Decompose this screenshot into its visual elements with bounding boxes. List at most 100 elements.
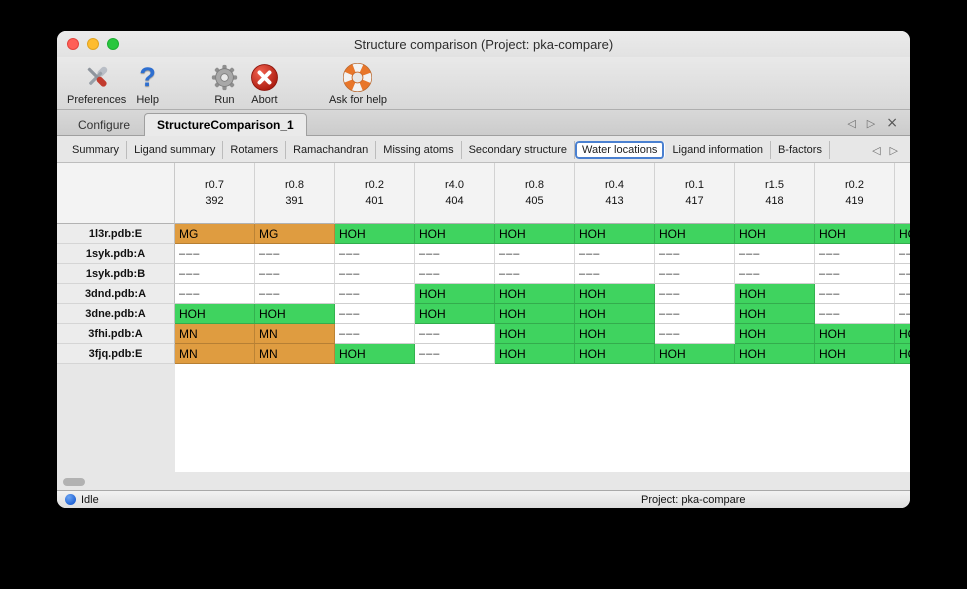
- table-cell[interactable]: HOH: [255, 304, 335, 324]
- abort-button[interactable]: Abort: [248, 59, 281, 108]
- table-cell[interactable]: HOH: [575, 284, 655, 304]
- table-cell[interactable]: –––: [415, 324, 495, 344]
- table-cell[interactable]: MN: [255, 344, 335, 364]
- sub-tab-ramachandran[interactable]: Ramachandran: [286, 141, 377, 159]
- ask-for-help-button[interactable]: Ask for help: [327, 59, 389, 108]
- table-cell[interactable]: –––: [335, 244, 415, 264]
- table-cell[interactable]: –––: [335, 304, 415, 324]
- table-cell[interactable]: HOH: [735, 344, 815, 364]
- table-cell[interactable]: –––: [655, 264, 735, 284]
- table-cell[interactable]: HOH: [735, 324, 815, 344]
- sub-tab-next-arrow-icon[interactable]: ▷: [889, 143, 898, 157]
- minimize-window-button[interactable]: [87, 38, 99, 50]
- sub-tab-rotamers[interactable]: Rotamers: [223, 141, 287, 159]
- table-cell[interactable]: MN: [255, 324, 335, 344]
- table-cell[interactable]: HOH: [335, 344, 415, 364]
- column-header-392[interactable]: r0.7 392: [175, 163, 255, 224]
- table-cell[interactable]: HOH: [495, 304, 575, 324]
- column-header-404[interactable]: r4.0 404: [415, 163, 495, 224]
- sub-tab-b-factors[interactable]: B-factors: [771, 141, 830, 159]
- table-cell[interactable]: –––: [575, 264, 655, 284]
- table-cell[interactable]: HOH: [415, 304, 495, 324]
- row-header[interactable]: 3dne.pdb:A: [57, 304, 175, 324]
- table-cell[interactable]: –––: [655, 324, 735, 344]
- table-cell[interactable]: HOH: [655, 224, 735, 244]
- column-header-413[interactable]: r0.4 413: [575, 163, 655, 224]
- column-header-417[interactable]: r0.1 417: [655, 163, 735, 224]
- sub-tab-summary[interactable]: Summary: [65, 141, 128, 159]
- table-cell[interactable]: MN: [175, 344, 255, 364]
- table-cell[interactable]: –––: [815, 284, 895, 304]
- row-header[interactable]: 1syk.pdb:A: [57, 244, 175, 264]
- titlebar[interactable]: Structure comparison (Project: pka-compa…: [57, 31, 910, 57]
- sub-tab-prev-arrow-icon[interactable]: ◁: [872, 143, 881, 157]
- table-cell[interactable]: –––: [415, 344, 495, 364]
- table-cell[interactable]: –––: [175, 284, 255, 304]
- table-cell[interactable]: –––: [895, 264, 910, 284]
- column-header-391[interactable]: r0.8 391: [255, 163, 335, 224]
- table-cell[interactable]: –––: [175, 264, 255, 284]
- table-cell[interactable]: HOH: [735, 284, 815, 304]
- table-cell[interactable]: –––: [575, 244, 655, 264]
- table-cell[interactable]: HOH: [655, 344, 735, 364]
- table-cell[interactable]: HOH: [815, 324, 895, 344]
- table-cell[interactable]: –––: [255, 264, 335, 284]
- column-header-418[interactable]: r1.5 418: [735, 163, 815, 224]
- table-cell[interactable]: –––: [495, 264, 575, 284]
- row-header[interactable]: 3dnd.pdb:A: [57, 284, 175, 304]
- sub-tab-ligand-summary[interactable]: Ligand summary: [127, 141, 224, 159]
- table-cell[interactable]: HOH: [415, 224, 495, 244]
- close-window-button[interactable]: [67, 38, 79, 50]
- table-cell[interactable]: –––: [255, 284, 335, 304]
- tab-close-icon[interactable]: ×: [886, 115, 898, 131]
- table-cell[interactable]: HOH: [415, 284, 495, 304]
- table-cell[interactable]: HOH: [575, 344, 655, 364]
- table-cell[interactable]: –––: [495, 244, 575, 264]
- table-cell[interactable]: HOH: [495, 224, 575, 244]
- table-cell[interactable]: HOH: [495, 284, 575, 304]
- run-button[interactable]: Run: [209, 59, 240, 108]
- column-header-419[interactable]: r0.2 419: [815, 163, 895, 224]
- tab-prev-arrow-icon[interactable]: ◁: [847, 116, 856, 130]
- table-cell[interactable]: –––: [895, 244, 910, 264]
- table-cell[interactable]: –––: [895, 284, 910, 304]
- table-cell[interactable]: –––: [415, 264, 495, 284]
- table-cell[interactable]: –––: [735, 244, 815, 264]
- table-cell[interactable]: –––: [815, 244, 895, 264]
- table-cell[interactable]: –––: [895, 304, 910, 324]
- table-cell[interactable]: –––: [415, 244, 495, 264]
- table-cell[interactable]: HOH: [735, 304, 815, 324]
- table-cell[interactable]: –––: [655, 244, 735, 264]
- table-cell[interactable]: HOH: [815, 344, 895, 364]
- row-header[interactable]: 3fhi.pdb:A: [57, 324, 175, 344]
- column-header-401[interactable]: r0.2 401: [335, 163, 415, 224]
- column-header-partial[interactable]: [895, 163, 910, 224]
- column-header-405[interactable]: r0.8 405: [495, 163, 575, 224]
- table-cell[interactable]: HOH: [815, 224, 895, 244]
- sub-tab-ligand-information[interactable]: Ligand information: [665, 141, 771, 159]
- preferences-button[interactable]: Preferences: [65, 59, 128, 108]
- table-cell[interactable]: HOH: [895, 324, 910, 344]
- table-cell[interactable]: –––: [255, 244, 335, 264]
- table-cell[interactable]: HOH: [335, 224, 415, 244]
- tab-next-arrow-icon[interactable]: ▷: [866, 116, 876, 130]
- table-cell[interactable]: –––: [815, 264, 895, 284]
- help-button[interactable]: ? Help: [134, 59, 161, 108]
- table-cell[interactable]: HOH: [495, 344, 575, 364]
- table-cell[interactable]: HOH: [575, 224, 655, 244]
- table-cell[interactable]: MN: [175, 324, 255, 344]
- table-cell[interactable]: –––: [815, 304, 895, 324]
- zoom-window-button[interactable]: [107, 38, 119, 50]
- table-cell[interactable]: HOH: [495, 324, 575, 344]
- table-cell[interactable]: HOH: [575, 324, 655, 344]
- row-header[interactable]: 1syk.pdb:B: [57, 264, 175, 284]
- table-cell[interactable]: –––: [335, 284, 415, 304]
- table-cell[interactable]: HOH: [895, 344, 910, 364]
- table-cell[interactable]: –––: [335, 324, 415, 344]
- table-cell[interactable]: HOH: [735, 224, 815, 244]
- sub-tab-secondary-structure[interactable]: Secondary structure: [462, 141, 576, 159]
- table-cell[interactable]: –––: [335, 264, 415, 284]
- tab-structurecomparison-1[interactable]: StructureComparison_1: [144, 113, 307, 136]
- table-cell[interactable]: MG: [175, 224, 255, 244]
- table-cell[interactable]: HOH: [175, 304, 255, 324]
